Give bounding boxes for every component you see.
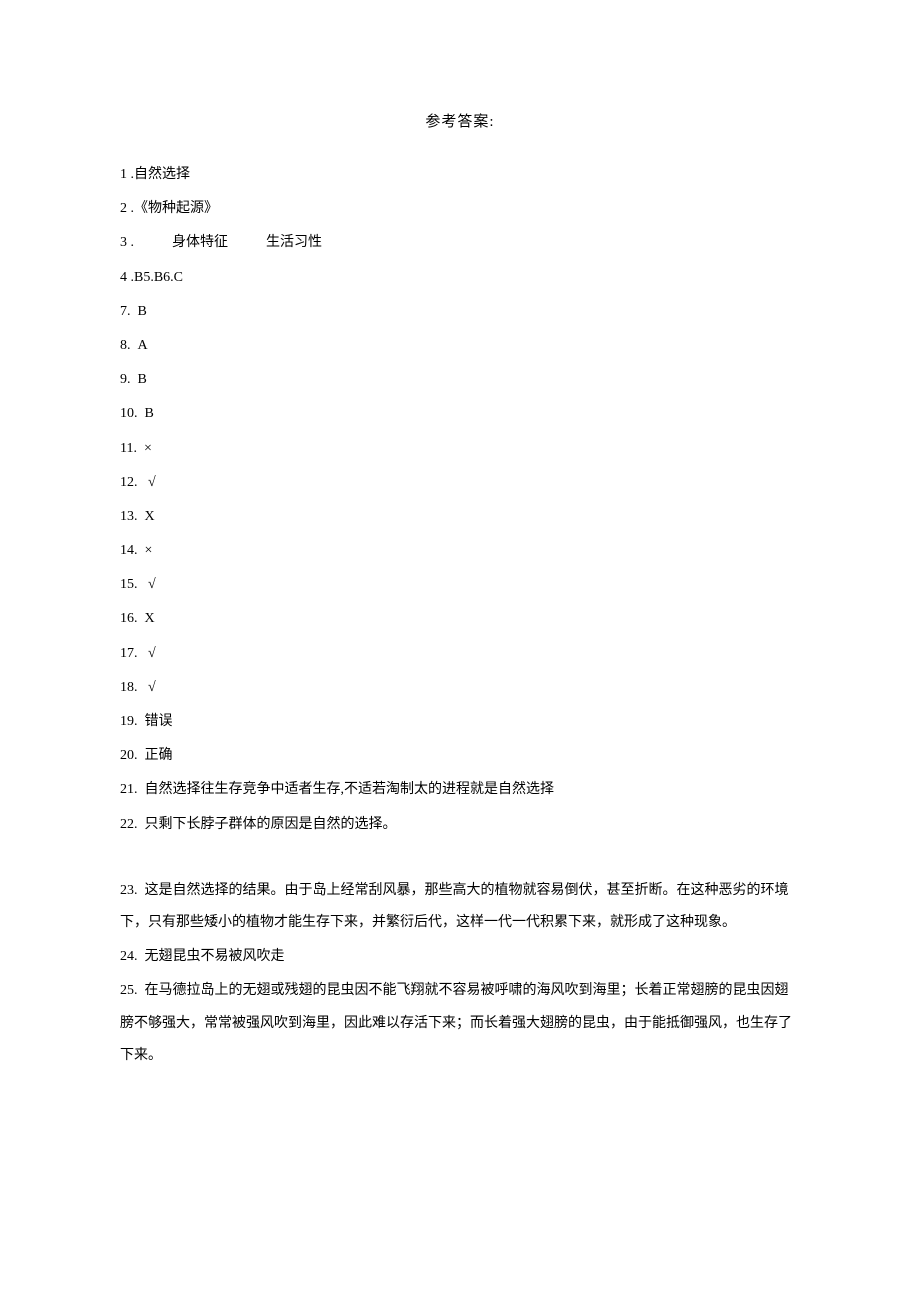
item-number: 20. — [120, 748, 138, 763]
item-number: 17. — [120, 646, 138, 661]
answer-q9: 9. B — [120, 364, 800, 396]
answer-text: 只剩下长脖子群体的原因是自然的选择。 — [145, 817, 397, 832]
answer-q7: 7. B — [120, 296, 800, 328]
answer-q11: 11. × — [120, 433, 800, 465]
answer-q20: 20. 正确 — [120, 740, 800, 772]
answer-q10: 10. B — [120, 398, 800, 430]
item-number: 7. — [120, 304, 131, 319]
answer-q25: 25. 在马德拉岛上的无翅或残翅的昆虫因不能飞翔就不容易被呼啸的海风吹到海里；长… — [120, 975, 800, 1072]
item-number: 24. — [120, 949, 138, 964]
answer-text: √ — [148, 577, 156, 592]
answer-text: √ — [148, 680, 156, 695]
item-number: 19. — [120, 714, 138, 729]
answer-q22: 22. 只剩下长脖子群体的原因是自然的选择。 — [120, 809, 800, 841]
item-number: 4 — [120, 270, 127, 285]
answer-text: 这是自然选择的结果。由于岛上经常刮风暴，那些高大的植物就容易倒伏，甚至折断。在这… — [120, 883, 789, 930]
answer-text: √ — [148, 646, 156, 661]
item-number: 9. — [120, 372, 131, 387]
answer-q12: 12. √ — [120, 467, 800, 499]
item-sep: . — [127, 201, 134, 216]
answer-text: × — [145, 543, 153, 558]
answer-text: B5.B6.C — [134, 270, 183, 285]
answer-q24: 24. 无翅昆虫不易被风吹走 — [120, 941, 800, 973]
answer-text-2: 生活习性 — [266, 235, 322, 250]
answer-text: B — [138, 304, 147, 319]
answer-text: 自然选择 — [134, 167, 190, 182]
answer-text: X — [145, 611, 155, 626]
answer-text: 正确 — [145, 748, 173, 763]
answer-text: × — [144, 441, 152, 456]
answer-text-1: 身体特征 — [172, 235, 228, 250]
answer-q1: 1 .自然选择 — [120, 159, 800, 191]
item-number: 18. — [120, 680, 138, 695]
item-number: 15. — [120, 577, 138, 592]
answer-q23: 23. 这是自然选择的结果。由于岛上经常刮风暴，那些高大的植物就容易倒伏，甚至折… — [120, 875, 800, 939]
item-number: 13. — [120, 509, 138, 524]
item-number: 11. — [120, 441, 137, 456]
answer-text: 《物种起源》 — [134, 201, 218, 216]
answer-q13: 13. X — [120, 501, 800, 533]
item-sep: . — [127, 235, 134, 250]
item-sep: . — [127, 270, 134, 285]
answer-q19: 19. 错误 — [120, 706, 800, 738]
item-number: 12. — [120, 475, 138, 490]
answer-q15: 15. √ — [120, 569, 800, 601]
answer-q16: 16. X — [120, 603, 800, 635]
page-title: 参考答案: — [120, 110, 800, 131]
answer-text: 错误 — [145, 714, 173, 729]
answer-text: 无翅昆虫不易被风吹走 — [145, 949, 285, 964]
item-number: 23. — [120, 883, 138, 898]
answer-text: 在马德拉岛上的无翅或残翅的昆虫因不能飞翔就不容易被呼啸的海风吹到海里；长着正常翅… — [120, 983, 792, 1062]
answer-q2: 2 .《物种起源》 — [120, 193, 800, 225]
item-sep: . — [127, 167, 134, 182]
answer-text: √ — [148, 475, 156, 490]
answer-text: X — [145, 509, 155, 524]
item-number: 14. — [120, 543, 138, 558]
item-number: 1 — [120, 167, 127, 182]
answer-q17: 17. √ — [120, 638, 800, 670]
answer-q21: 21. 自然选择往生存竞争中适者生存,不适若淘制太的进程就是自然选择 — [120, 774, 800, 806]
item-number: 25. — [120, 983, 138, 998]
item-number: 16. — [120, 611, 138, 626]
answer-list: 1 .自然选择 2 .《物种起源》 3 .身体特征生活习性 4 .B5.B6.C… — [120, 159, 800, 1072]
answer-text: B — [138, 372, 147, 387]
item-number: 8. — [120, 338, 131, 353]
answer-q8: 8. A — [120, 330, 800, 362]
item-number: 2 — [120, 201, 127, 216]
answer-q4: 4 .B5.B6.C — [120, 262, 800, 294]
answer-q14: 14. × — [120, 535, 800, 567]
item-number: 21. — [120, 782, 138, 797]
item-number: 3 — [120, 235, 127, 250]
answer-text: B — [145, 406, 154, 421]
answer-text: A — [138, 338, 148, 353]
item-number: 22. — [120, 817, 138, 832]
answer-text: 自然选择往生存竞争中适者生存,不适若淘制太的进程就是自然选择 — [145, 782, 555, 797]
item-number: 10. — [120, 406, 138, 421]
answer-q3: 3 . 身体特征 生活习性 — [120, 227, 800, 259]
answer-q18: 18. √ — [120, 672, 800, 704]
blank-line — [120, 843, 800, 875]
